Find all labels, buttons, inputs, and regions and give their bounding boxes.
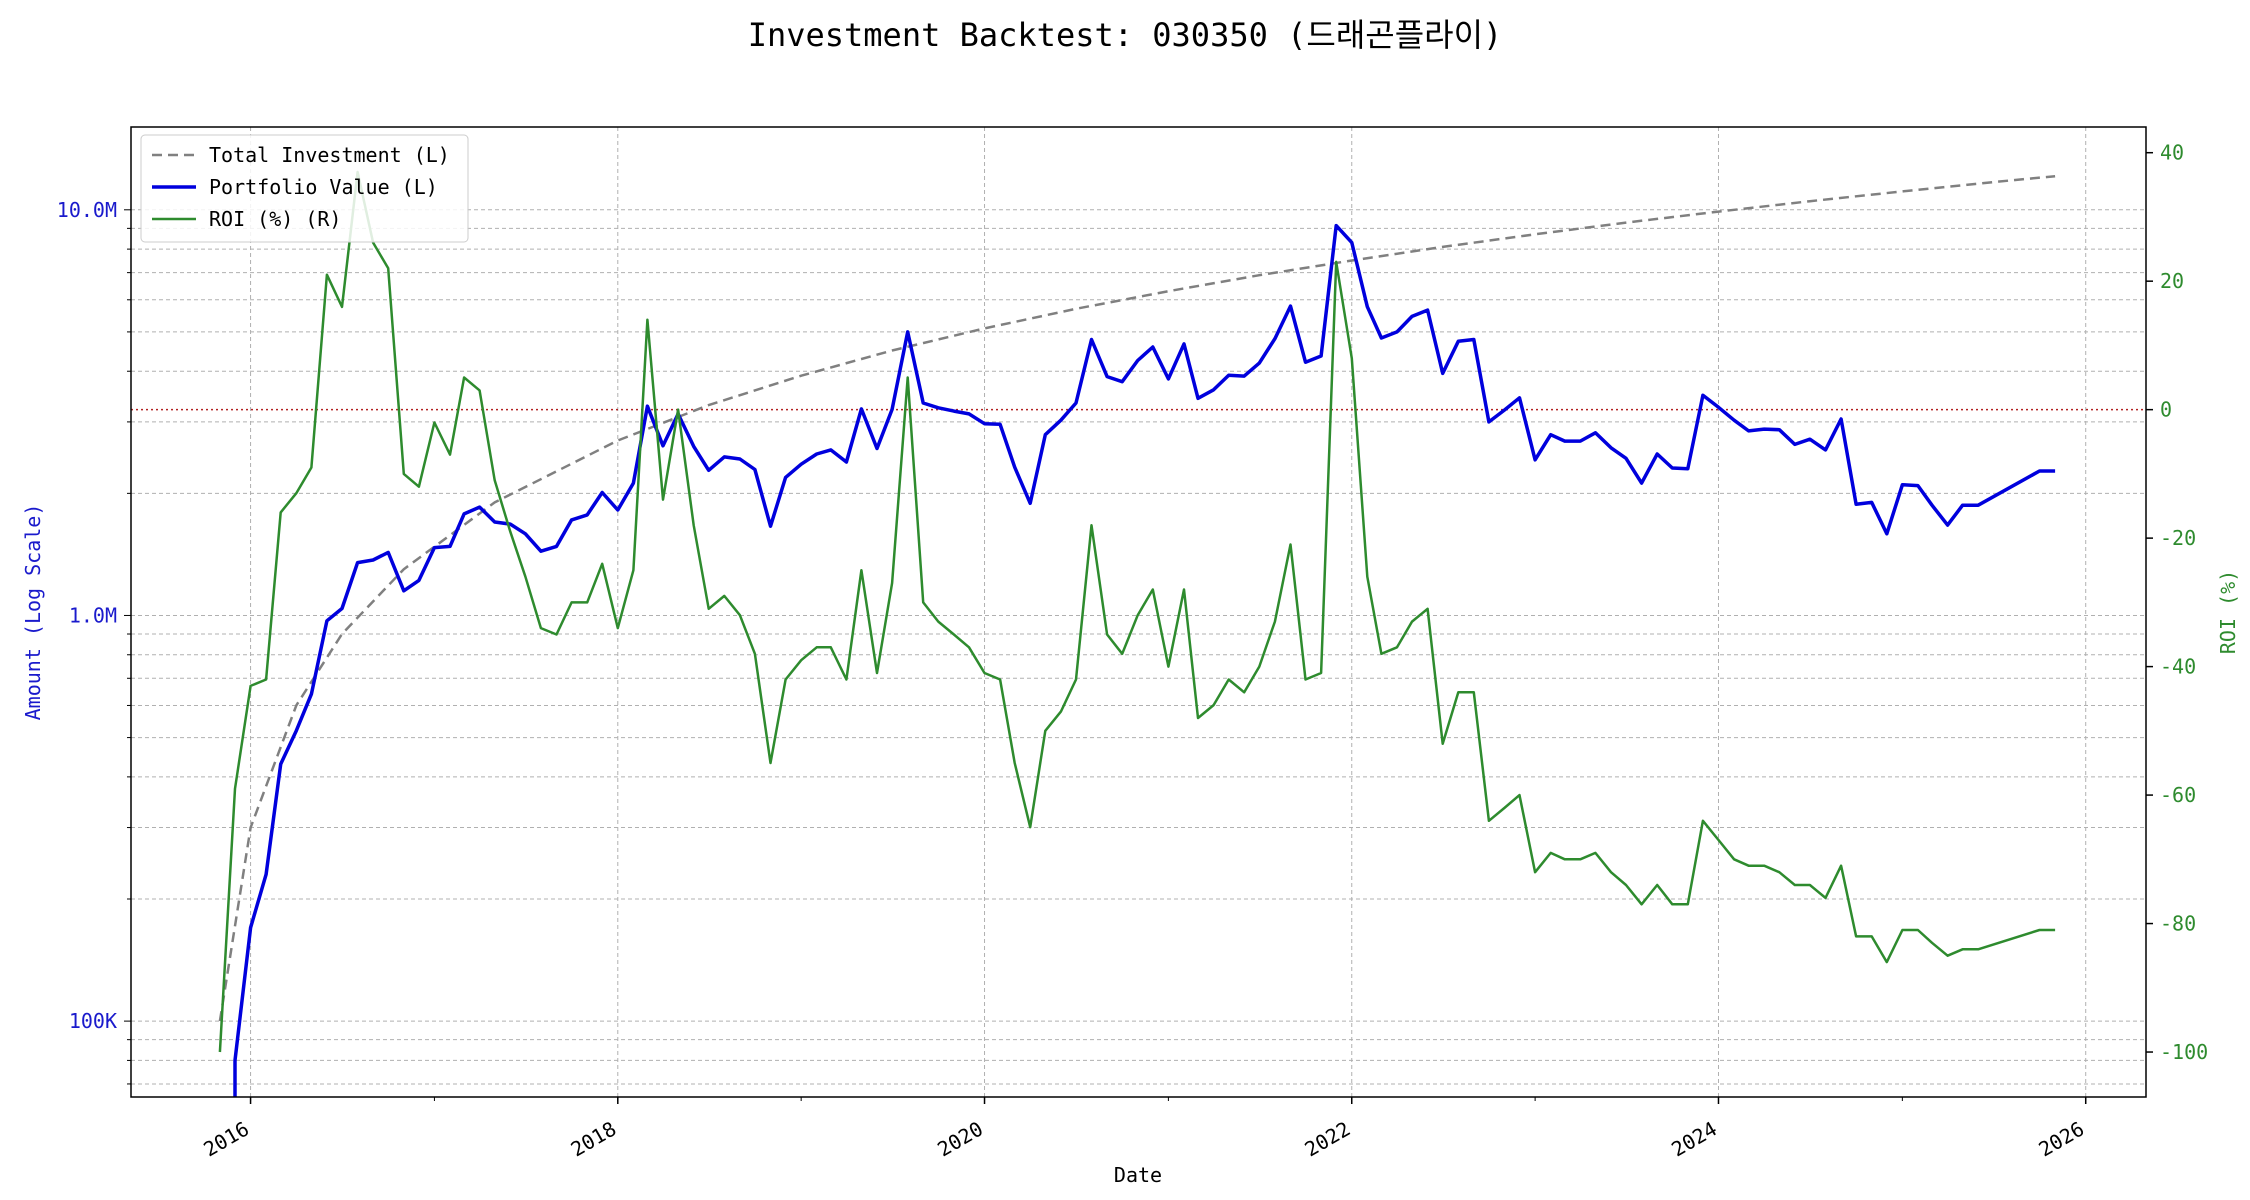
y-right-tick-label: 0 xyxy=(2160,398,2172,422)
y-left-tick-label: 1.0M xyxy=(69,603,117,627)
x-tick-label: 2020 xyxy=(933,1117,987,1162)
grid xyxy=(131,127,2146,1097)
x-tick-label: 2022 xyxy=(1301,1117,1355,1162)
legend-box xyxy=(140,134,469,243)
y-left-tick-label: 10.0M xyxy=(57,198,117,222)
y-left-tick-label: 100K xyxy=(69,1009,117,1033)
x-tick-label: 2026 xyxy=(2034,1117,2088,1162)
x-tick-label: 2024 xyxy=(1667,1117,1721,1162)
x-tick-label: 2016 xyxy=(199,1117,253,1162)
y-axis-left-label: Amount (Log Scale) xyxy=(21,504,45,721)
y-right-tick-label: -20 xyxy=(2160,526,2196,550)
portfolio-value-line xyxy=(233,223,2056,1097)
y-right-tick-label: -100 xyxy=(2160,1040,2208,1064)
y-right-tick-label: -40 xyxy=(2160,655,2196,679)
y-right-tick-label: -60 xyxy=(2160,783,2196,807)
y-right-tick-label: 40 xyxy=(2160,141,2184,165)
roi-line xyxy=(218,170,2056,1053)
y-right-tick-label: 20 xyxy=(2160,269,2184,293)
chart-title: Investment Backtest: 030350 (드래곤플라이) xyxy=(748,16,1503,54)
y-axis-right-label: ROI (%) xyxy=(2216,570,2240,654)
legend-label: ROI (%) (R) xyxy=(209,207,341,231)
legend-label: Portfolio Value (L) xyxy=(209,175,438,199)
legend-label: Total Investment (L) xyxy=(209,143,450,167)
total-investment-line xyxy=(218,174,2056,1022)
plot-frame xyxy=(130,126,2147,1098)
series-layer xyxy=(131,170,2146,1097)
legend: Total Investment (L) Portfolio Value (L) R… xyxy=(140,134,469,243)
y-right-tick-label: -80 xyxy=(2160,912,2196,936)
x-axis-label: Date xyxy=(1114,1163,1162,1187)
x-tick-label: 2018 xyxy=(567,1117,621,1162)
